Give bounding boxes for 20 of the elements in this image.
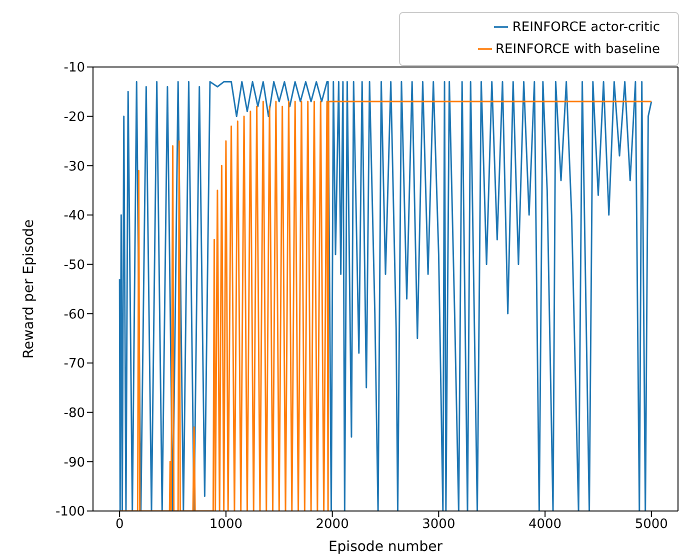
x-tick-label: 5000 xyxy=(634,517,668,532)
x-tick-label: 2000 xyxy=(316,517,349,532)
x-tick-label: 1000 xyxy=(209,517,242,532)
legend-label: REINFORCE actor-critic xyxy=(512,20,660,35)
x-tick-label: 0 xyxy=(115,517,124,532)
x-tick-label: 3000 xyxy=(422,517,456,532)
y-axis-title: Reward per Episode xyxy=(21,219,37,359)
y-tick-label: -100 xyxy=(55,504,85,520)
y-tick-label: -60 xyxy=(64,307,85,322)
y-tick-label: -10 xyxy=(64,60,85,76)
y-tick-label: -70 xyxy=(64,356,85,372)
y-tick-label: -80 xyxy=(64,406,85,421)
y-tick-label: -50 xyxy=(64,258,85,273)
x-axis-title: Episode number xyxy=(328,539,443,555)
x-tick-label: 4000 xyxy=(528,517,562,532)
y-tick-label: -90 xyxy=(64,455,85,470)
y-tick-label: -40 xyxy=(64,208,85,224)
legend-label: REINFORCE with baseline xyxy=(496,42,660,57)
y-tick-label: -30 xyxy=(64,159,85,174)
y-tick-label: -20 xyxy=(64,110,85,125)
